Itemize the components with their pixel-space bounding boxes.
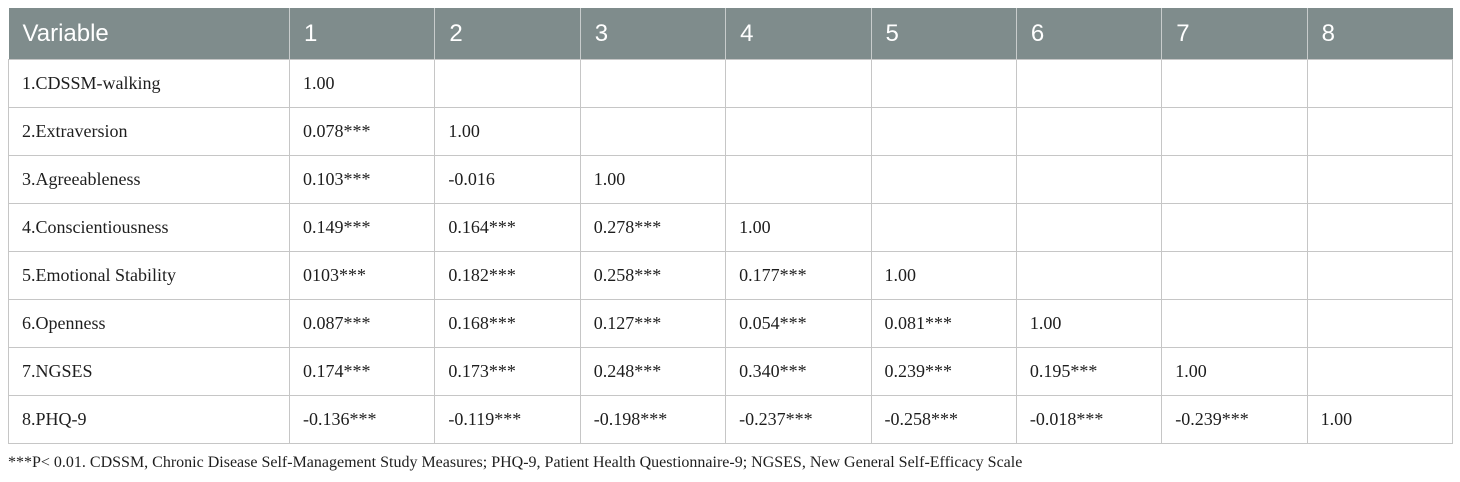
table-cell	[1306, 59, 1454, 108]
table-cell: 0.340***	[725, 347, 872, 396]
table-cell: 1.00	[1306, 395, 1454, 444]
table-cell: -0.237***	[725, 395, 872, 444]
header-cell-1: 1	[288, 8, 435, 60]
table-cell: -0.239***	[1161, 395, 1308, 444]
correlation-table-container: Variable 1 2 3 4 5 6 7 8 1.CDSSM-walking…	[8, 8, 1454, 444]
table-cell: 0.248***	[579, 347, 727, 396]
table-cell: 0.239***	[870, 347, 1017, 396]
table-row: 3.Agreeableness 0.103*** -0.016 1.00	[8, 155, 1454, 204]
table-cell: -0.198***	[579, 395, 727, 444]
table-cell: 0.078***	[288, 107, 436, 156]
table-cell	[870, 107, 1017, 156]
table-cell: 0.127***	[579, 299, 727, 348]
correlation-table: Variable 1 2 3 4 5 6 7 8 1.CDSSM-walking…	[8, 8, 1454, 444]
table-cell: -0.119***	[434, 395, 581, 444]
row-label: 6.Openness	[8, 299, 290, 348]
row-label: 1.CDSSM-walking	[8, 59, 290, 108]
table-cell: 0.164***	[434, 203, 581, 252]
table-cell: 0.054***	[725, 299, 872, 348]
table-footnote: ***P< 0.01. CDSSM, Chronic Disease Self-…	[8, 454, 1023, 471]
table-cell: 0.149***	[288, 203, 436, 252]
table-cell	[1015, 107, 1163, 156]
table-cell	[579, 59, 727, 108]
table-cell	[1161, 251, 1308, 300]
table-cell	[870, 155, 1017, 204]
row-label: 8.PHQ-9	[8, 395, 290, 444]
table-cell	[1161, 203, 1308, 252]
table-row: 6.Openness 0.087*** 0.168*** 0.127*** 0.…	[8, 299, 1454, 348]
table-cell: 0.278***	[579, 203, 727, 252]
table-cell	[1161, 155, 1308, 204]
table-cell: 1.00	[579, 155, 727, 204]
row-label: 4.Conscientiousness	[8, 203, 290, 252]
table-cell	[725, 59, 872, 108]
table-cell: 0103***	[288, 251, 436, 300]
table-cell: 1.00	[434, 107, 581, 156]
table-cell	[1306, 299, 1454, 348]
header-cell-7: 7	[1161, 8, 1308, 60]
table-cell: 1.00	[870, 251, 1017, 300]
table-cell	[1306, 203, 1454, 252]
header-cell-2: 2	[434, 8, 581, 60]
table-cell	[1015, 251, 1163, 300]
table-cell: 0.182***	[434, 251, 581, 300]
table-cell	[1306, 251, 1454, 300]
table-cell: 0.103***	[288, 155, 436, 204]
table-cell	[870, 203, 1017, 252]
table-row: 8.PHQ-9 -0.136*** -0.119*** -0.198*** -0…	[8, 395, 1454, 444]
table-cell	[1015, 155, 1163, 204]
table-cell: 0.177***	[725, 251, 872, 300]
table-cell	[1015, 59, 1163, 108]
table-cell	[1161, 299, 1308, 348]
row-label: 2.Extraversion	[8, 107, 290, 156]
table-cell: -0.136***	[288, 395, 436, 444]
table-cell	[1306, 347, 1454, 396]
table-cell	[434, 59, 581, 108]
table-cell: 0.087***	[288, 299, 436, 348]
table-row: 1.CDSSM-walking 1.00	[8, 59, 1454, 108]
table-cell	[1306, 107, 1454, 156]
table-cell: 1.00	[725, 203, 872, 252]
header-cell-5: 5	[870, 8, 1017, 60]
header-cell-6: 6	[1015, 8, 1162, 60]
table-row: 2.Extraversion 0.078*** 1.00	[8, 107, 1454, 156]
table-cell: 0.081***	[870, 299, 1017, 348]
table-cell: 0.168***	[434, 299, 581, 348]
table-cell	[725, 107, 872, 156]
row-label: 7.NGSES	[8, 347, 290, 396]
table-cell: 1.00	[1161, 347, 1308, 396]
table-cell: 0.173***	[434, 347, 581, 396]
table-cell: 0.258***	[579, 251, 727, 300]
row-label: 3.Agreeableness	[8, 155, 290, 204]
table-cell: -0.258***	[870, 395, 1017, 444]
table-cell	[870, 59, 1017, 108]
table-cell: 1.00	[1015, 299, 1163, 348]
table-cell	[1306, 155, 1454, 204]
table-cell: -0.016	[434, 155, 581, 204]
table-cell	[1161, 107, 1308, 156]
table-cell: 0.174***	[288, 347, 436, 396]
table-cell	[1161, 59, 1308, 108]
table-cell	[725, 155, 872, 204]
table-cell: 1.00	[288, 59, 436, 108]
table-row: 4.Conscientiousness 0.149*** 0.164*** 0.…	[8, 203, 1454, 252]
row-label: 5.Emotional Stability	[8, 251, 290, 300]
table-header-row: Variable 1 2 3 4 5 6 7 8	[8, 8, 1453, 60]
header-cell-3: 3	[579, 8, 726, 60]
header-cell-8: 8	[1306, 8, 1453, 60]
table-row: 5.Emotional Stability 0103*** 0.182*** 0…	[8, 251, 1454, 300]
table-row: 7.NGSES 0.174*** 0.173*** 0.248*** 0.340…	[8, 347, 1454, 396]
table-cell	[1015, 203, 1163, 252]
table-cell	[579, 107, 727, 156]
table-cell: 0.195***	[1015, 347, 1163, 396]
header-cell-4: 4	[725, 8, 871, 60]
header-cell-variable: Variable	[8, 8, 290, 60]
table-cell: -0.018***	[1015, 395, 1163, 444]
